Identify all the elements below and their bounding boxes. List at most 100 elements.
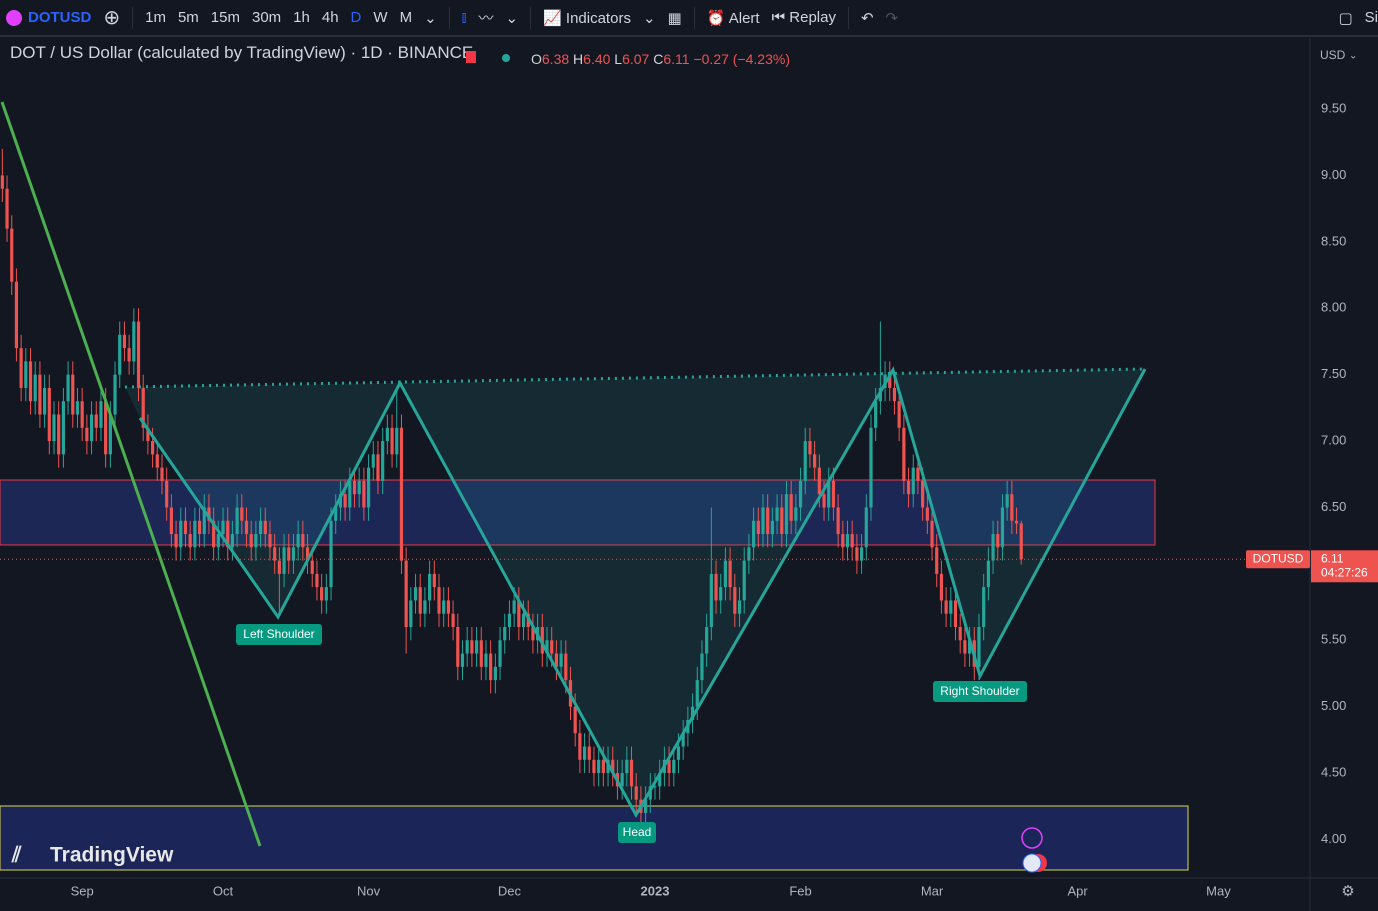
candle-body: [75, 401, 80, 415]
interval[interactable]: W: [373, 9, 388, 26]
candle-body: [803, 441, 807, 481]
y-tick-label: 7.00: [1321, 433, 1346, 448]
undo[interactable]: ↶: [860, 9, 874, 27]
legend-label: C: [653, 51, 663, 67]
candle-body: [644, 799, 648, 813]
cut-text: Si: [1364, 9, 1378, 26]
candle-body: [841, 534, 845, 548]
indicators-menu[interactable]: ⌄: [642, 9, 656, 27]
separator: [693, 6, 695, 29]
interval[interactable]: 1h: [293, 9, 310, 26]
candle-body: [794, 507, 798, 521]
candle-body: [498, 640, 502, 667]
flag[interactable]: [466, 51, 476, 63]
fullscreen[interactable]: ▢: [1338, 9, 1353, 27]
candle-body: [108, 414, 112, 455]
candle-body: [728, 560, 732, 588]
y-tick-label: 5.50: [1321, 632, 1346, 647]
logo-mark: ⫽: [11, 844, 22, 867]
interval[interactable]: 5m: [177, 9, 199, 26]
chart-type-menu[interactable]: ⌄: [505, 9, 519, 27]
candle-body: [672, 759, 676, 774]
candle-body: [113, 374, 117, 415]
line-type[interactable]: 〰: [478, 10, 494, 27]
candle-body: [667, 759, 671, 774]
label-box: [933, 681, 1027, 702]
event-icon[interactable]: [1022, 853, 1042, 873]
x-tick-label: Apr: [1067, 883, 1088, 898]
pattern-fill: [125, 369, 1145, 815]
candle-body: [277, 560, 281, 574]
candle-body: [766, 507, 770, 535]
trendline[interactable]: [0, 101, 262, 847]
label-box: [618, 822, 656, 843]
candle-body: [1010, 494, 1014, 521]
currency-menu[interactable]: ⌄: [1349, 51, 1357, 62]
indicators-button[interactable]: 📈 Indicators: [543, 9, 631, 27]
candle-body: [982, 587, 986, 627]
currency[interactable]: USD: [1320, 48, 1346, 62]
candle-body: [855, 547, 859, 561]
add-symbol[interactable]: ⊕: [103, 7, 121, 29]
candle-body: [540, 626, 544, 654]
interval-menu[interactable]: ⌄: [424, 9, 437, 27]
y-tick-label: 8.50: [1321, 233, 1346, 248]
candle-body: [789, 494, 793, 521]
candle-body: [953, 600, 958, 627]
candle-body: [216, 534, 220, 548]
candle-body: [352, 480, 357, 495]
candle-body: [334, 507, 338, 521]
redo[interactable]: ↷: [885, 9, 899, 27]
resistance-zone[interactable]: [0, 479, 1156, 546]
head-and-shoulders[interactable]: [138, 366, 1147, 819]
annotation: Left Shoulder: [243, 627, 314, 641]
candle-body: [930, 520, 934, 548]
y-tick-label: 9.50: [1321, 100, 1346, 115]
interval[interactable]: 30m: [251, 9, 282, 26]
separator: [448, 6, 450, 29]
support-zone[interactable]: [0, 805, 1189, 871]
candle-body: [169, 507, 173, 535]
candle-body: [19, 348, 23, 388]
x-tick-label: 2023: [641, 883, 670, 898]
candle-body: [132, 321, 136, 362]
interval[interactable]: 15m: [210, 9, 240, 26]
interval[interactable]: 4h: [321, 9, 339, 26]
event-icon[interactable]: [1021, 827, 1043, 849]
symbol-search[interactable]: DOTUSD: [6, 9, 91, 26]
candle-body: [479, 640, 483, 667]
settings[interactable]: ⚙: [1341, 883, 1354, 900]
interval[interactable]: D: [350, 9, 362, 26]
candle-body: [423, 600, 427, 614]
candle-body: [99, 401, 103, 428]
interval[interactable]: M: [399, 9, 413, 26]
replay-button[interactable]: ⏮ Replay: [771, 9, 836, 26]
replay: Replay: [789, 9, 836, 26]
candle-body: [986, 560, 990, 588]
interval[interactable]: 1m: [145, 9, 166, 26]
layouts[interactable]: ▦: [667, 9, 682, 27]
candle-body: [451, 613, 455, 627]
candle-body: [52, 414, 56, 442]
candle-body: [690, 706, 695, 720]
candle-body: [174, 534, 178, 548]
separator: [847, 6, 849, 29]
y-tick-label: 4.50: [1321, 765, 1346, 780]
candle-body: [723, 560, 728, 588]
candle-body: [460, 653, 465, 667]
alert: Alert: [728, 9, 760, 27]
candle-body: [742, 560, 746, 601]
candle-body: [719, 587, 723, 601]
candle-body: [390, 427, 394, 455]
alert-button[interactable]: ⏰ Alert: [706, 9, 760, 27]
x-tick-label: Feb: [789, 883, 811, 898]
candle-body: [531, 626, 535, 641]
candle-body: [578, 733, 582, 760]
candle-body: [24, 361, 28, 388]
candle-body: [432, 573, 436, 588]
candle-body: [324, 587, 328, 601]
chart-type[interactable]: ⫾: [461, 9, 467, 26]
legend-value: 6.07: [622, 51, 649, 67]
candle-body: [705, 626, 709, 654]
drawings: [0, 369, 1189, 871]
